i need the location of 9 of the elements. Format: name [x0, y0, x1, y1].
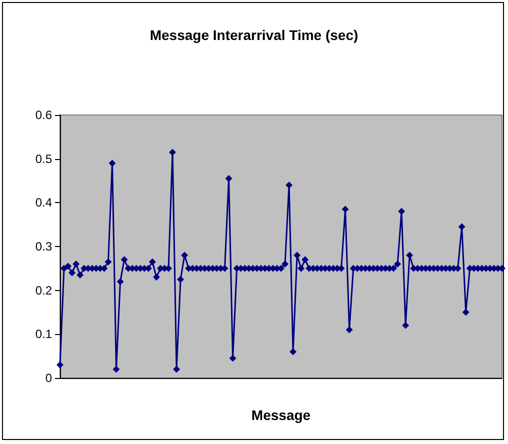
y-tick-label: 0 — [45, 371, 52, 385]
y-tick-label: 0.5 — [35, 152, 52, 166]
y-tick-label: 0.2 — [35, 283, 52, 298]
y-tick-label: 0.4 — [35, 196, 52, 210]
chart-title: Message Interarrival Time (sec) — [150, 27, 358, 43]
y-tick-label: 0.3 — [35, 240, 52, 254]
y-tick-label: 0.1 — [35, 327, 52, 342]
y-tick-label: 0.6 — [35, 108, 52, 122]
x-axis-title: Message — [251, 407, 311, 423]
